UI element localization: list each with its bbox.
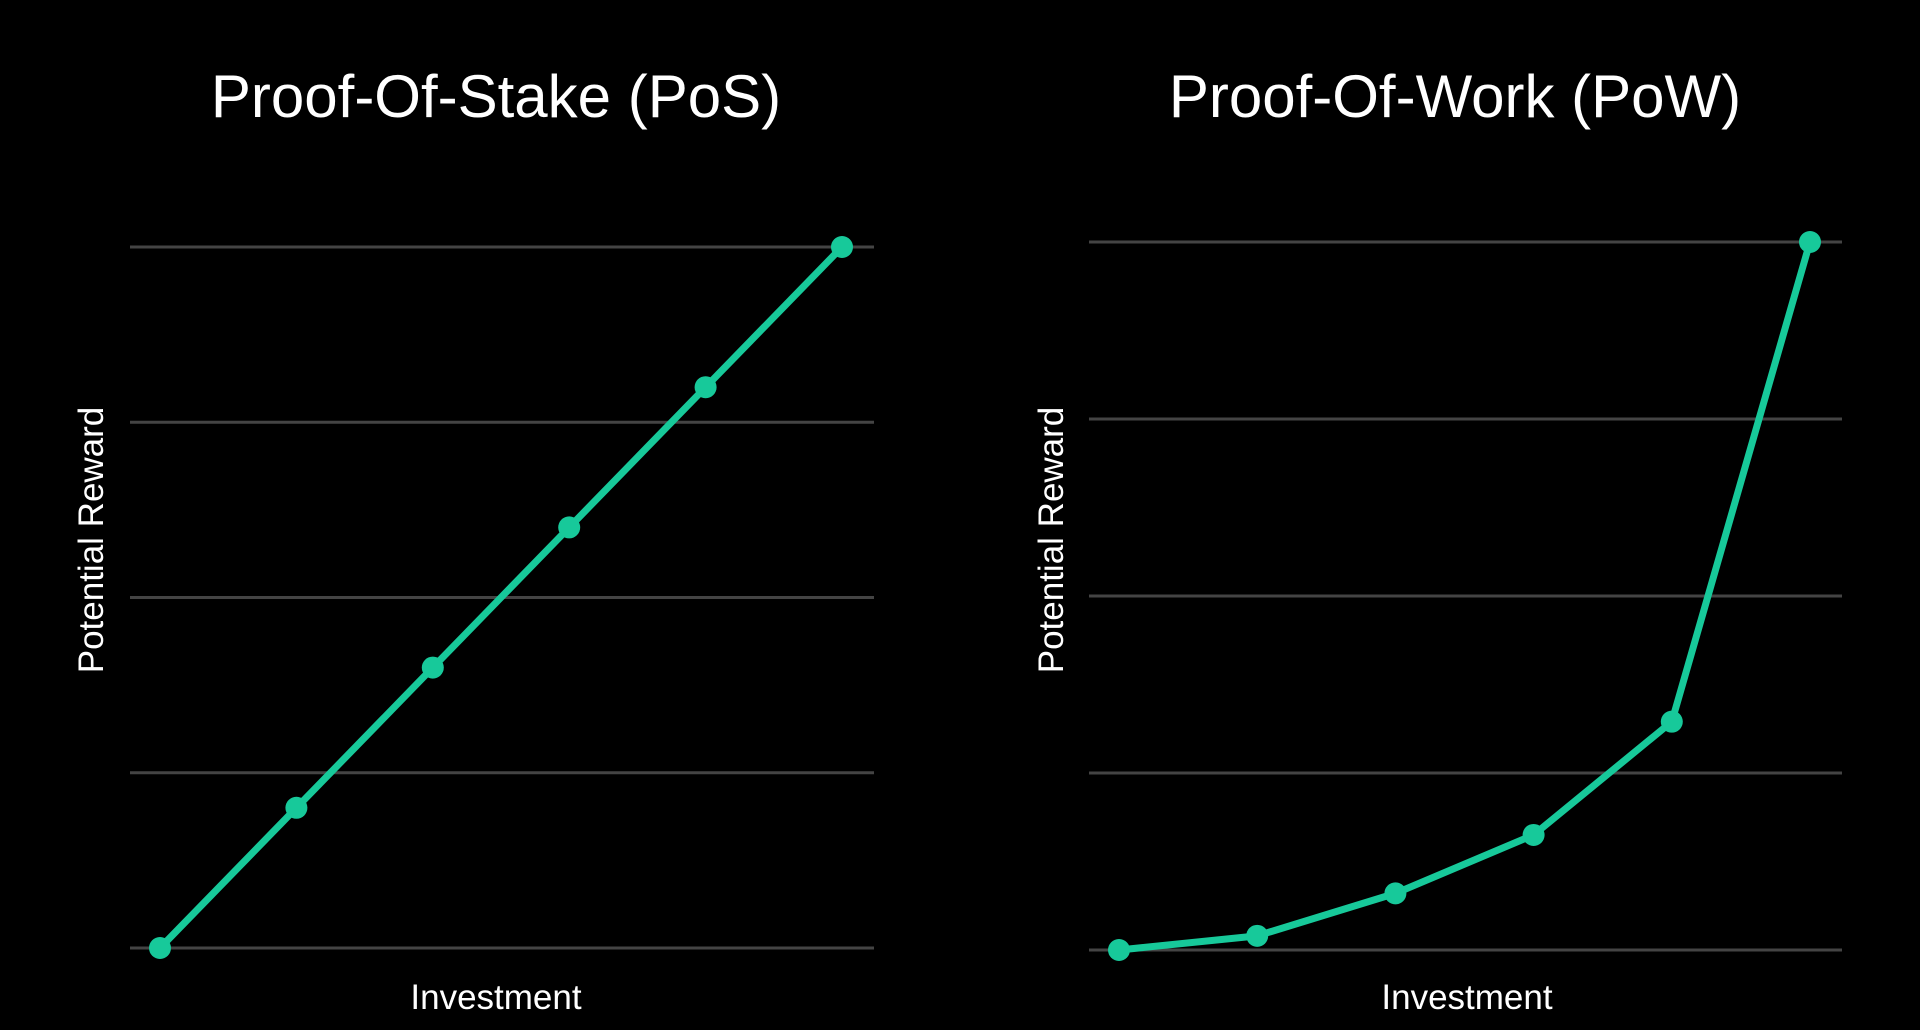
chart-title: Proof-Of-Work (PoW) [1169, 63, 1741, 130]
series-line [1118, 241, 1814, 954]
x-axis-label: Investment [1381, 978, 1552, 1017]
data-point [285, 796, 308, 819]
chart-title: Proof-Of-Stake (PoS) [211, 63, 781, 130]
pow-chart: Proof-Of-Work (PoW) Potential Reward Inv… [1032, 63, 1842, 1017]
data-point [1522, 823, 1545, 846]
y-axis-label: Potential Reward [72, 407, 111, 674]
data-point [149, 937, 171, 959]
y-axis-label: Potential Reward [1032, 407, 1071, 674]
data-point [1108, 939, 1130, 961]
data-point [558, 516, 581, 539]
data-point [421, 656, 444, 679]
data-point [1384, 882, 1407, 905]
data-point [1799, 231, 1821, 253]
x-axis-label: Investment [410, 978, 581, 1017]
data-point [1660, 710, 1683, 733]
pos-chart: Proof-Of-Stake (PoS) Potential Reward In… [72, 63, 874, 1017]
data-point [831, 236, 853, 258]
series-line [157, 244, 845, 951]
data-point [694, 376, 717, 399]
data-point [1246, 924, 1269, 947]
